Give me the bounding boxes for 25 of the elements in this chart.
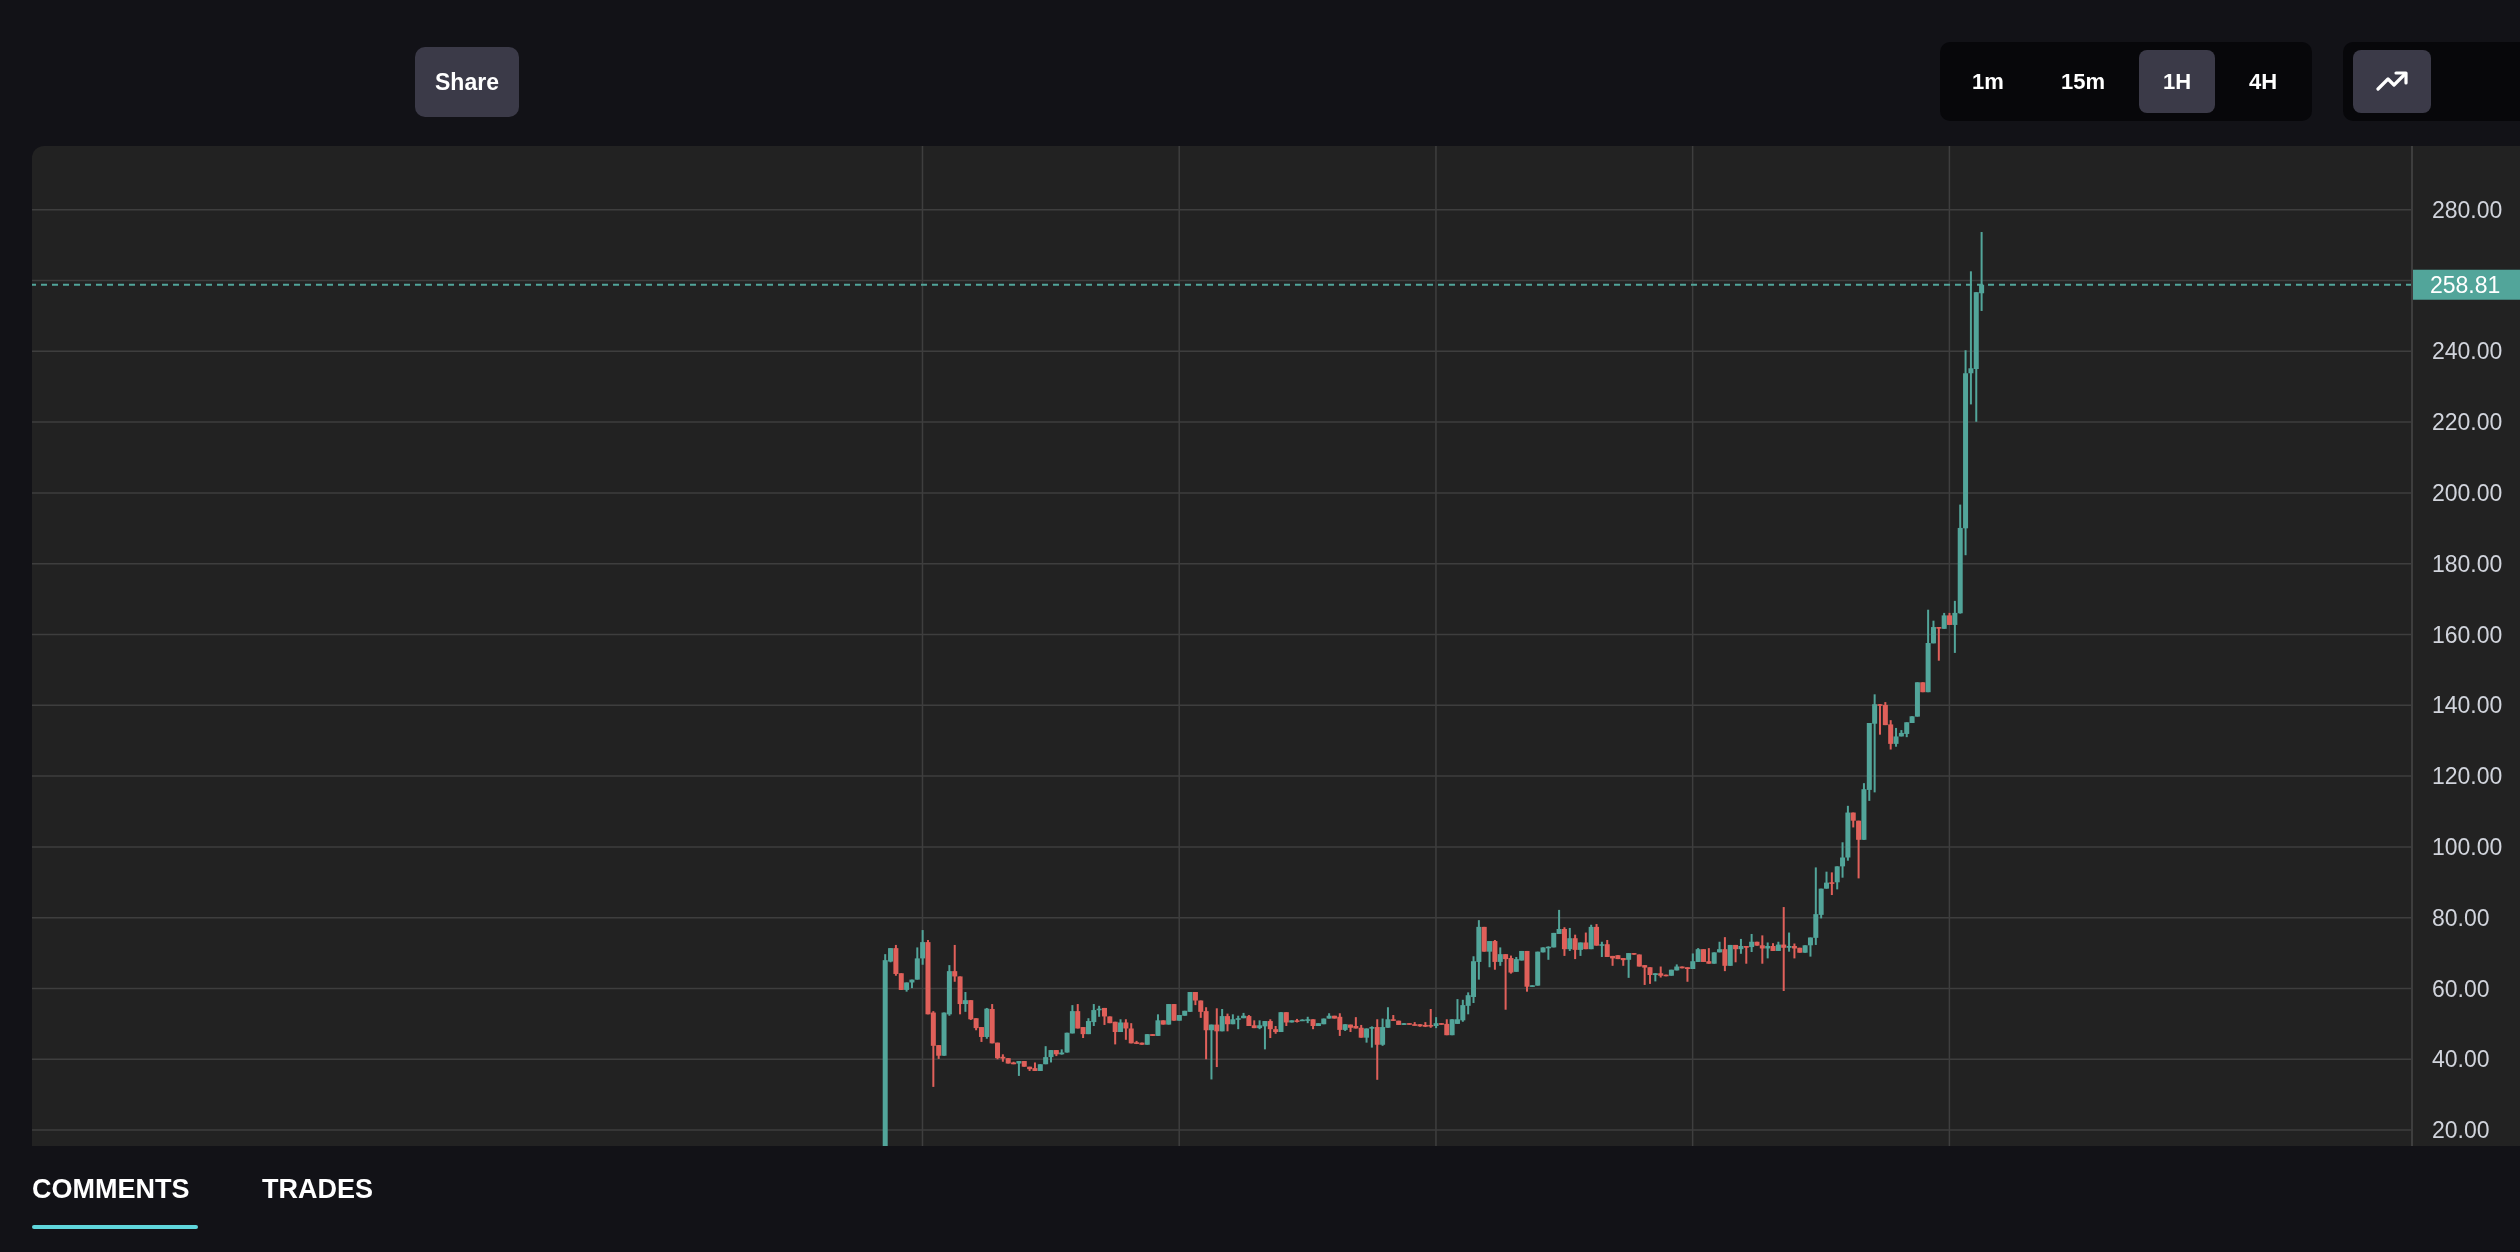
y-tick-label: 40.00	[2432, 1046, 2490, 1073]
candlestick	[1503, 954, 1509, 1010]
candlestick	[1829, 872, 1835, 896]
y-tick-label: 20.00	[2432, 1117, 2490, 1144]
share-button: Share	[415, 47, 519, 117]
y-tick-label: 100.00	[2432, 834, 2503, 861]
candlestick	[1936, 627, 1942, 661]
text: COMMENTS	[32, 1174, 190, 1204]
y-tick-label: 200.00	[2432, 480, 2503, 507]
y-tick-label: 60.00	[2432, 975, 2490, 1002]
ref-line-label: 258.81	[2430, 272, 2501, 299]
y-tick-label: 80.00	[2432, 904, 2490, 931]
timeframe-toolbar: 1m 15m 1H 4H	[1940, 42, 2312, 121]
candlestick	[1743, 946, 1749, 964]
y-tick-label: 240.00	[2432, 338, 2503, 365]
y-tick-label: 120.00	[2432, 763, 2503, 790]
y-tick-label: 140.00	[2432, 692, 2503, 719]
y-tick-label: 220.00	[2432, 409, 2503, 436]
text: TRADES	[262, 1174, 374, 1204]
candlestick	[1684, 967, 1690, 982]
y-tick-label: 180.00	[2432, 550, 2503, 577]
y-tick-label: 160.00	[2432, 621, 2503, 648]
selected-button: 1H	[2139, 50, 2215, 113]
y-tick-label: 280.00	[2432, 196, 2503, 223]
candlestick	[1781, 907, 1787, 991]
